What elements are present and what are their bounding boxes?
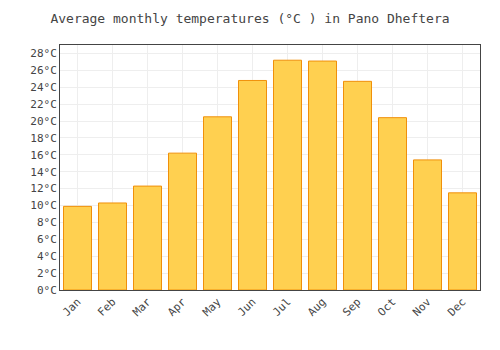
svg-text:Jan: Jan: [60, 296, 83, 319]
svg-text:18°C: 18°C: [30, 132, 57, 145]
svg-text:Nov: Nov: [410, 295, 434, 319]
svg-text:Oct: Oct: [375, 296, 398, 319]
svg-text:2°C: 2°C: [37, 267, 57, 280]
svg-text:28°C: 28°C: [30, 47, 57, 60]
svg-text:26°C: 26°C: [30, 64, 57, 77]
svg-text:16°C: 16°C: [30, 149, 57, 162]
svg-text:Aug: Aug: [305, 296, 328, 319]
svg-text:14°C: 14°C: [30, 166, 57, 179]
svg-text:12°C: 12°C: [30, 182, 57, 195]
svg-text:Average monthly temperatures (: Average monthly temperatures (°C ) in Pa…: [50, 11, 449, 26]
svg-text:4°C: 4°C: [37, 250, 57, 263]
svg-text:Feb: Feb: [95, 296, 118, 319]
svg-text:6°C: 6°C: [37, 233, 57, 246]
svg-text:Sep: Sep: [340, 296, 363, 319]
svg-text:Jul: Jul: [270, 296, 293, 319]
svg-text:Apr: Apr: [165, 295, 189, 319]
svg-text:20°C: 20°C: [30, 115, 57, 128]
svg-text:0°C: 0°C: [37, 284, 57, 297]
svg-text:22°C: 22°C: [30, 98, 57, 111]
svg-text:Mar: Mar: [130, 295, 154, 319]
svg-text:Jun: Jun: [235, 296, 258, 319]
svg-text:May: May: [200, 295, 224, 319]
svg-text:8°C: 8°C: [37, 216, 57, 229]
svg-text:10°C: 10°C: [30, 199, 57, 212]
svg-text:Dec: Dec: [445, 296, 468, 319]
svg-text:24°C: 24°C: [30, 81, 57, 94]
